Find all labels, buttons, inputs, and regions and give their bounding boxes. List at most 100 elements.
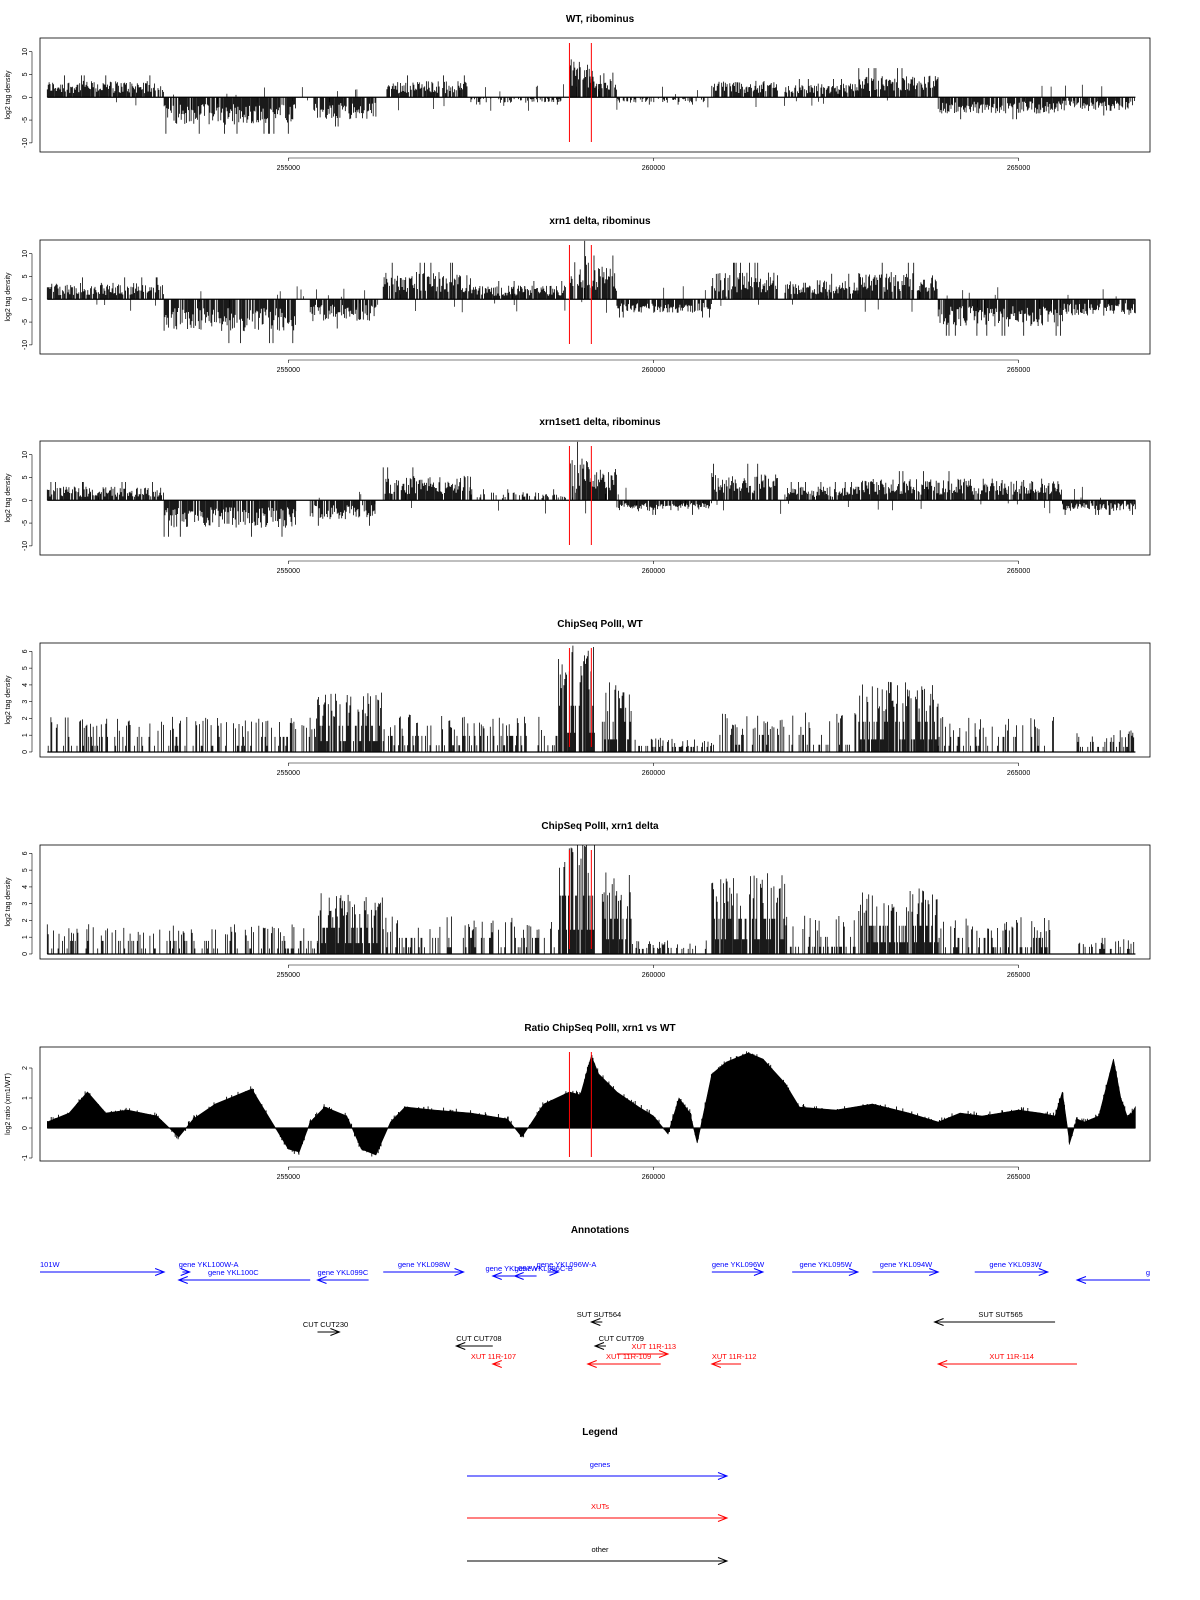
signal-segment-2 — [317, 692, 384, 752]
y-tick-label: 0 — [22, 297, 29, 301]
annotation-arrow-head — [177, 1276, 188, 1284]
annotation-label: XUT 11R-107 — [471, 1352, 516, 1361]
signal-segment-8 — [858, 681, 939, 752]
annotation-other: CUT CUT708 — [454, 1334, 502, 1350]
annotation-arrow-head — [491, 1272, 502, 1280]
annotation-label: gene YKL099C — [318, 1268, 369, 1277]
plot-frame — [39, 1046, 1151, 1162]
annotation-arrow-head — [710, 1360, 722, 1368]
x-tick-label: 265000 — [1007, 165, 1030, 172]
signal-segment-5 — [601, 872, 632, 954]
x-tick-label: 255000 — [277, 972, 300, 979]
track-panel-4: ChipSeq PolII, WT 0 1 2 3 4 5 6 log2 tag density… — [5, 619, 1151, 777]
x-tick-label: 260000 — [642, 367, 665, 374]
signal-segment-2 — [163, 97, 296, 134]
signal-segment-3 — [383, 714, 558, 752]
annotation-arrow-head — [454, 1268, 465, 1276]
y-tick-label: 2 — [22, 716, 29, 720]
annotation-arrow-head — [316, 1276, 327, 1284]
annotation-arrow-head — [330, 1328, 341, 1336]
annotation-genes: gene YKL093W — [974, 1260, 1050, 1276]
x-tick-label: 260000 — [642, 165, 665, 172]
annotation-arrow-head — [929, 1268, 940, 1276]
signal-segment-11 — [857, 471, 939, 501]
annotation-arrow-head — [454, 1342, 466, 1350]
plot-frame — [39, 440, 1151, 556]
annotations-title: Annotations — [571, 1225, 630, 1236]
y-tick-label: 2 — [22, 918, 29, 922]
signal-segment-6 — [569, 59, 592, 98]
panel-title: WT, ribominus — [566, 14, 635, 25]
y-axis-label: log2 tag density — [5, 675, 12, 725]
signal-segment-4 — [382, 467, 471, 501]
x-tick-label: 260000 — [642, 770, 665, 777]
y-axis-label: log2 tag density — [5, 70, 12, 120]
signal-segment-9 — [711, 463, 778, 501]
signal-segment-6 — [569, 240, 592, 300]
signal-segment-4 — [558, 845, 595, 954]
signal-segment-8 — [616, 97, 705, 105]
signal-segment-7 — [590, 255, 617, 300]
annotation-label: XUT 11R-109 — [606, 1352, 651, 1361]
annotation-label: SUT SUT564 — [577, 1310, 621, 1319]
annotation-genes: gene YKL095W — [792, 1260, 860, 1276]
y-tick-label: 0 — [22, 750, 29, 754]
legend-arrow-head — [717, 1514, 729, 1522]
sparse-signal — [90, 486, 1101, 514]
signal-segment-10 — [784, 482, 859, 501]
y-tick-label: -1 — [22, 1155, 29, 1161]
signal-segment-1 — [46, 482, 164, 501]
signal-segment-5 — [470, 281, 566, 300]
track-panel-5: ChipSeq PolII, xrn1 delta 0 1 2 3 4 5 6 log2 tag… — [5, 821, 1151, 979]
y-tick-label: 4 — [22, 885, 29, 889]
signal-segment-11 — [857, 68, 939, 98]
signal-segment-6 — [634, 737, 712, 752]
x-tick-label: 255000 — [277, 1174, 300, 1181]
y-tick-label: 1 — [22, 733, 29, 737]
track-panel-3: xrn1set1 delta, ribominus -10 -5 0 5 10 log2 t… — [5, 417, 1151, 575]
x-tick-label: 265000 — [1007, 367, 1030, 374]
y-tick-label: 0 — [22, 952, 29, 956]
signal-segment-3 — [309, 500, 376, 526]
y-tick-label: 0 — [22, 1126, 29, 1130]
annotation-genes: gene YKL096W — [711, 1260, 765, 1276]
y-tick-label: 10 — [22, 48, 29, 56]
panel-title: ChipSeq PolII, WT — [557, 619, 643, 630]
annotation-genes: gene YKL096C-B — [513, 1264, 573, 1280]
y-tick-label: 1 — [22, 1096, 29, 1100]
ratio-spikes — [47, 1051, 1133, 1157]
annotation-xuts: XUT 11R-114 — [936, 1352, 1077, 1368]
annotation-xuts: XUT 11R-109 — [586, 1352, 661, 1368]
y-tick-label: 5 — [22, 72, 29, 76]
signal-segment-12 — [937, 471, 1062, 501]
y-tick-label: -10 — [22, 138, 29, 148]
annotation-label: XUT 11R-112 — [712, 1352, 757, 1361]
x-tick-label: 255000 — [277, 770, 300, 777]
annotation-xuts: XUT 11R-113 — [616, 1342, 676, 1358]
signal-segment-2 — [163, 500, 296, 537]
annotation-arrow-head — [658, 1350, 670, 1358]
legend-item-xuts: XUTs — [467, 1502, 729, 1522]
annotation-arrow-head — [513, 1272, 524, 1280]
y-tick-label: 1 — [22, 935, 29, 939]
annotation-arrow-head — [753, 1268, 765, 1276]
panel-title: ChipSeq PolII, xrn1 delta — [541, 821, 659, 832]
signal-segment-4 — [386, 75, 468, 98]
annotation-label: gene YKL100W-A — [179, 1260, 239, 1269]
annotation-label: gene YKL093W — [989, 1260, 1042, 1269]
data-marks — [46, 240, 1136, 344]
legend-arrow-head — [717, 1472, 729, 1480]
annotation-arrow-head — [549, 1268, 560, 1276]
annotation-arrow-head — [848, 1268, 860, 1276]
annotation-arrow-head — [491, 1360, 502, 1368]
y-axis-label: log2 tag density — [5, 877, 12, 927]
annotation-label: gene YKL096W-A — [537, 1260, 597, 1269]
y-tick-label: 0 — [22, 498, 29, 502]
y-axis-label: log2 tag density — [5, 272, 12, 322]
signal-segment-4 — [382, 262, 471, 300]
track-panel-2: xrn1 delta, ribominus -10 -5 0 5 10 log2 tag d… — [5, 216, 1151, 374]
legend-item-genes: genes — [467, 1460, 729, 1480]
x-tick-label: 255000 — [277, 367, 300, 374]
annotation-label: XUT 11R-114 — [989, 1352, 1034, 1361]
x-tick-label: 265000 — [1007, 972, 1030, 979]
